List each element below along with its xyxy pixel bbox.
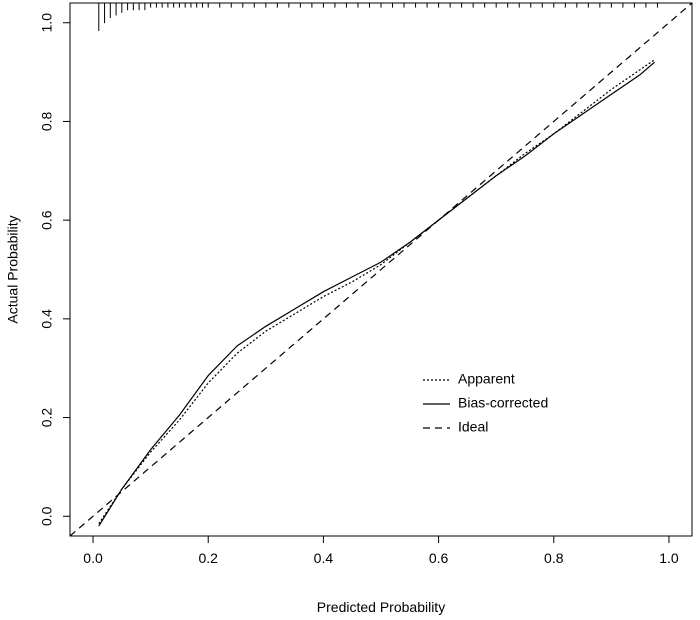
x-axis: 0.0 0.2 0.4 0.6 0.8 1.0 — [83, 536, 679, 566]
legend: Apparent Bias-corrected Ideal — [423, 371, 548, 435]
series-line-apparent — [98, 59, 655, 525]
series-group — [69, 2, 693, 537]
y-tick-label: 0.0 — [39, 506, 55, 526]
legend-label: Apparent — [458, 371, 515, 387]
y-tick-label: 0.8 — [39, 112, 55, 132]
y-tick-label: 0.2 — [39, 408, 55, 428]
x-tick-label: 0.4 — [314, 550, 334, 566]
y-axis: 0.0 0.2 0.4 0.6 0.8 1.0 — [39, 13, 70, 526]
y-tick-label: 0.4 — [39, 309, 55, 329]
x-tick-label: 0.0 — [83, 550, 103, 566]
x-tick-label: 0.8 — [544, 550, 564, 566]
y-tick-label: 1.0 — [39, 13, 55, 33]
y-tick-label: 0.6 — [39, 210, 55, 230]
legend-label: Bias-corrected — [458, 395, 548, 411]
rug-marks — [98, 3, 658, 31]
series-line-ideal — [69, 2, 693, 537]
x-tick-label: 1.0 — [659, 550, 679, 566]
legend-label: Ideal — [458, 419, 488, 435]
x-axis-label: Predicted Probability — [317, 599, 445, 615]
x-tick-label: 0.6 — [429, 550, 449, 566]
x-tick-label: 0.2 — [198, 550, 218, 566]
y-axis-label: Actual Probability — [5, 215, 21, 323]
series-line-bias-corrected — [98, 61, 655, 527]
